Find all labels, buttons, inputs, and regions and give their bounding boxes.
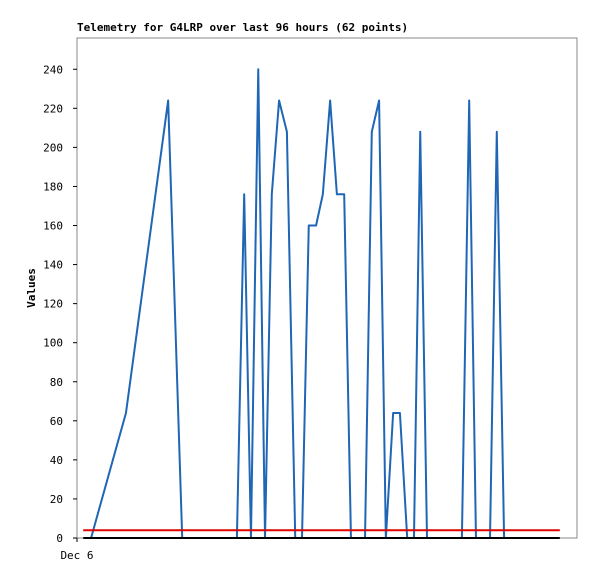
y-tick-label: 40 [50, 454, 63, 467]
y-axis-label: Values [25, 268, 38, 308]
y-tick-label: 220 [43, 102, 63, 115]
x-tick-label: Dec 6 [60, 549, 93, 562]
y-tick-label: 80 [50, 376, 63, 389]
y-tick-label: 160 [43, 220, 63, 233]
y-tick-label: 200 [43, 141, 63, 154]
y-tick-label: 100 [43, 337, 63, 350]
y-tick-label: 20 [50, 493, 63, 506]
chart-title: Telemetry for G4LRP over last 96 hours (… [77, 21, 408, 34]
y-tick-label: 240 [43, 63, 63, 76]
y-tick-label: 120 [43, 298, 63, 311]
y-tick-label: 140 [43, 259, 63, 272]
y-tick-label: 180 [43, 180, 63, 193]
y-tick-label: 60 [50, 415, 63, 428]
y-tick-label: 0 [56, 532, 63, 545]
